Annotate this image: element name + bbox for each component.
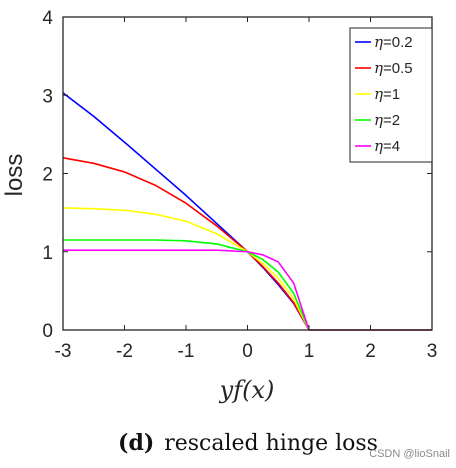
caption-text: rescaled hinge loss xyxy=(164,431,378,456)
legend-eta-value: =0.2 xyxy=(383,34,413,51)
legend-label-0: η=0.2 xyxy=(374,33,413,51)
ticks xyxy=(62,16,433,331)
legend-eta-symbol: η xyxy=(374,111,383,129)
legend: η=0.2η=0.5η=1η=2η=4 xyxy=(349,27,433,163)
x-tick-label: -2 xyxy=(116,341,133,362)
y-tick-label: 0 xyxy=(42,321,53,342)
x-tick-label: 3 xyxy=(427,341,438,362)
legend-eta-symbol: η xyxy=(374,137,383,155)
y-tick-label: 4 xyxy=(42,8,53,29)
x-axis-label: yf(x) xyxy=(219,376,275,404)
y-tick-label: 1 xyxy=(42,243,53,264)
legend-eta-symbol: η xyxy=(374,59,383,77)
x-tick-label: -1 xyxy=(178,341,195,362)
x-tick-label: 2 xyxy=(365,341,376,362)
x-tick-label: -3 xyxy=(55,341,72,362)
legend-eta-symbol: η xyxy=(374,33,383,51)
legend-eta-symbol: η xyxy=(374,85,383,103)
y-axis-label: loss xyxy=(1,154,28,197)
x-tick-label: 1 xyxy=(304,341,315,362)
y-tick-label: 3 xyxy=(42,86,53,107)
legend-eta-value: =4 xyxy=(383,138,400,155)
legend-eta-value: =1 xyxy=(383,86,400,103)
legend-label-4: η=4 xyxy=(374,137,400,155)
series-line-1 xyxy=(62,157,432,331)
legend-eta-value: =2 xyxy=(383,112,400,129)
legend-label-1: η=0.5 xyxy=(374,59,413,77)
series-line-4 xyxy=(63,249,432,331)
series-line-3 xyxy=(63,239,432,331)
figure-caption: (d) rescaled hinge loss xyxy=(118,430,378,456)
legend-label-2: η=1 xyxy=(374,85,400,103)
x-tick-label: 0 xyxy=(242,341,253,362)
legend-box xyxy=(349,27,433,163)
y-tick-label: 2 xyxy=(42,165,53,186)
legend-eta-value: =0.5 xyxy=(383,60,413,77)
series-line-2 xyxy=(62,207,432,331)
tick-labels: -3 -2 -1 0 1 2 3 0 1 2 3 4 xyxy=(42,8,437,362)
caption-label: (d) xyxy=(118,430,154,456)
watermark: CSDN @lioSnail xyxy=(369,448,450,460)
legend-label-3: η=2 xyxy=(374,111,400,129)
